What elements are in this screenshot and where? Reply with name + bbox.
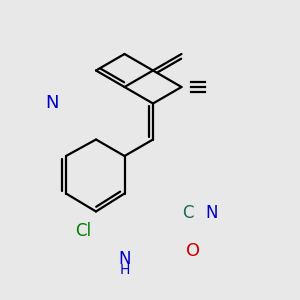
Text: C: C: [182, 204, 194, 222]
Text: N: N: [206, 204, 218, 222]
Text: H: H: [119, 262, 130, 277]
Text: Cl: Cl: [75, 222, 92, 240]
Text: N: N: [118, 250, 131, 268]
Text: N: N: [45, 94, 58, 112]
Text: O: O: [186, 242, 200, 260]
